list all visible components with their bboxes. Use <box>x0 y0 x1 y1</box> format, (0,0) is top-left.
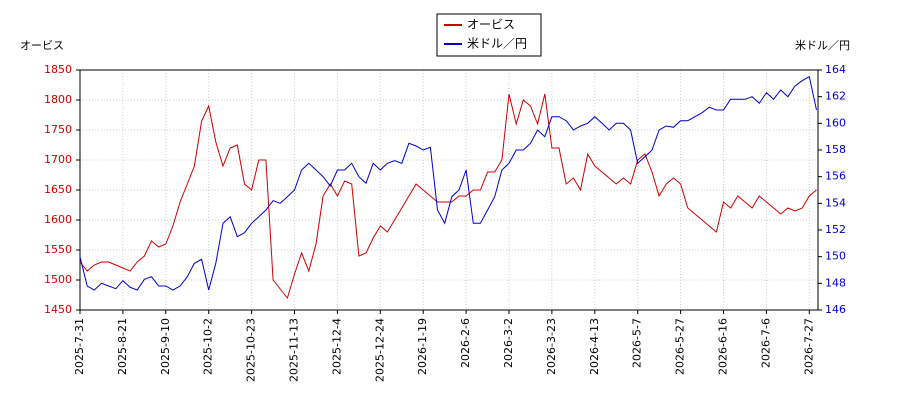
y2-tick-label: 152 <box>825 223 846 236</box>
y2-tick-label: 160 <box>825 116 846 129</box>
y-tick-label: 1450 <box>44 303 72 316</box>
y2-tick-label: 158 <box>825 143 846 156</box>
x-tick-label: 2026-2-6 <box>459 318 472 368</box>
series-line <box>79 75 817 291</box>
series-line <box>79 93 817 300</box>
y-axis-title: オービス <box>20 39 64 52</box>
y-tick-label: 1800 <box>44 93 72 106</box>
y2-tick-label: 162 <box>825 90 846 103</box>
x-tick-label: 2025-9-10 <box>159 318 172 375</box>
x-tick-label: 2025-10-23 <box>245 318 258 382</box>
y2-tick-label: 146 <box>825 303 846 316</box>
x-tick-label: 2026-4-13 <box>588 318 601 375</box>
y2-tick-label: 148 <box>825 276 846 289</box>
legend-label: 米ドル／円 <box>467 37 527 51</box>
plot-frame <box>79 69 819 311</box>
y2-axis-title: 米ドル／円 <box>795 39 850 52</box>
x-tick-label: 2026-6-16 <box>717 318 730 375</box>
legend-label: オービス <box>467 18 515 32</box>
x-tick-label: 2025-7-31 <box>73 318 86 375</box>
x-tick-label: 2025-8-21 <box>116 318 129 375</box>
y2-tick-label: 156 <box>825 170 846 183</box>
y-tick-label: 1850 <box>44 63 72 76</box>
x-tick-label: 2025-12-24 <box>373 318 386 382</box>
y2-tick-label: 164 <box>825 63 846 76</box>
y-tick-label: 1550 <box>44 243 72 256</box>
x-tick-label: 2026-1-19 <box>416 318 429 375</box>
x-tick-label: 2025-12-4 <box>330 318 343 375</box>
x-tick-label: 2026-3-23 <box>545 318 558 375</box>
legend-box <box>436 13 542 57</box>
y-tick-label: 1750 <box>44 123 72 136</box>
y-tick-label: 1700 <box>44 153 72 166</box>
x-tick-label: 2026-5-7 <box>631 318 644 368</box>
y2-tick-label: 154 <box>825 196 846 209</box>
x-tick-label: 2025-10-2 <box>202 318 215 375</box>
y-tick-label: 1600 <box>44 213 72 226</box>
x-tick-label: 2026-7-6 <box>759 318 772 368</box>
x-tick-label: 2026-7-27 <box>802 318 815 375</box>
x-tick-label: 2026-3-2 <box>502 318 515 368</box>
y-tick-label: 1650 <box>44 183 72 196</box>
x-tick-label: 2026-5-27 <box>674 318 687 375</box>
y2-tick-label: 150 <box>825 250 846 263</box>
x-tick-label: 2025-11-13 <box>288 318 301 382</box>
y-tick-label: 1500 <box>44 273 72 286</box>
